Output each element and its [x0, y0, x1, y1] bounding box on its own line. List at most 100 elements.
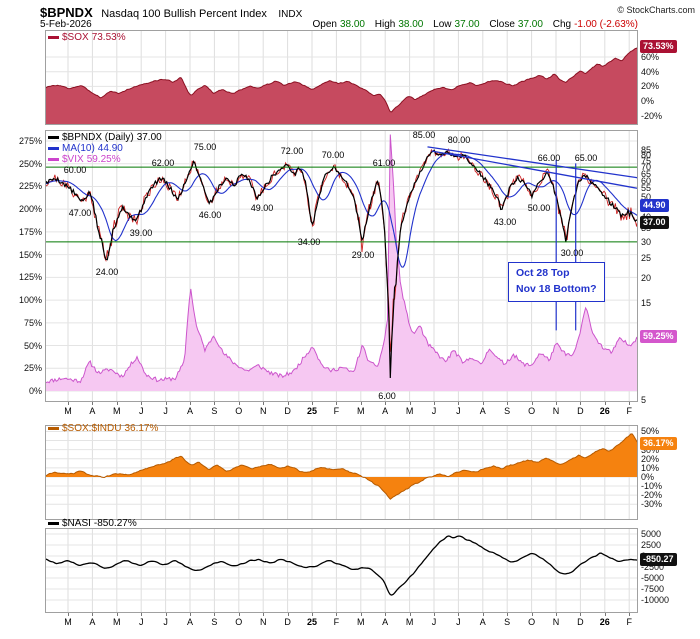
price-point-label: 47.00 [69, 208, 92, 218]
nasi-y-axis-label: -2500 [641, 561, 665, 572]
axis-value-badge: -850.27 [640, 552, 677, 566]
nasi-y-axis-label: 5000 [641, 529, 662, 539]
price-point-label: 75.00 [194, 142, 217, 152]
price-point-label: 61.00 [373, 158, 396, 168]
x-axis-label: S [211, 406, 218, 416]
bpndx-y-axis-label: 30 [641, 236, 652, 247]
sox-y-axis-label: 0% [641, 96, 655, 107]
x-axis-label: J [163, 617, 168, 627]
x-axis-label: A [382, 406, 389, 416]
sox-y-axis-label: 40% [641, 66, 660, 77]
price-point-label: 29.00 [352, 250, 375, 260]
soxindu-y-axis-label: 10% [641, 462, 660, 473]
bpndx-y-axis-label: 20 [641, 272, 652, 283]
x-axis-tick [531, 402, 533, 405]
x-axis-label: N [552, 617, 560, 627]
x-axis-tick [482, 402, 484, 405]
bpndx-legend-marker [48, 136, 59, 139]
bpndx-y-axis-label: 65 [641, 168, 652, 179]
soxindu-y-axis-label: -20% [641, 490, 663, 501]
x-axis-tick [312, 402, 313, 405]
bpndx-legend-value: 37.00 [136, 132, 162, 143]
x-axis-label: M [113, 617, 121, 627]
soxindu-y-axis-label: -10% [641, 481, 663, 492]
x-axis-label: 26 [599, 406, 610, 416]
axis-value-badge: 73.53% [640, 40, 677, 54]
x-axis-label: 25 [306, 617, 318, 627]
bpndx-y-axis-label: 5 [641, 395, 647, 405]
chart-date: 5-Feb-2026 [40, 19, 92, 30]
x-axis-label: J [456, 617, 461, 627]
soxindu-legend-value: 36.17% [124, 423, 159, 434]
bpndx-left-axis-label: 250% [18, 158, 42, 169]
nasi-legend-marker [48, 522, 59, 525]
bpndx-left-axis-label: 175% [18, 226, 42, 237]
x-axis-label: A [382, 617, 389, 627]
x-axis-label: D [577, 617, 584, 627]
annotation-text-2: Nov 18 Bottom? [516, 282, 597, 295]
x-axis-label: M [405, 406, 414, 416]
sox-y-axis-label: 20% [641, 81, 660, 92]
x-axis-tick [165, 402, 167, 405]
x-axis-tick [629, 613, 631, 616]
high-label: High [374, 19, 396, 30]
price-point-label: 49.00 [251, 203, 274, 213]
price-point-label: 65.00 [575, 153, 598, 163]
close-label: Close [489, 19, 515, 30]
x-axis-tick [629, 402, 631, 405]
bpndx-y-axis-label: 85 [641, 145, 652, 155]
bpndx-left-axis-label: 200% [18, 204, 42, 215]
x-axis-tick [190, 613, 191, 616]
soxindu-panel [45, 425, 638, 520]
x-axis-tick [68, 613, 69, 616]
quote-row: Open 38.00 High 38.00 Low 37.00 Close 37.00 … [260, 19, 638, 30]
bpndx-left-axis-label: 25% [23, 363, 42, 374]
x-axis-tick [238, 402, 240, 405]
sox-legend: $SOX 73.53% [48, 32, 129, 43]
x-axis-tick [165, 613, 167, 616]
x-axis-tick [507, 402, 509, 405]
x-axis-tick [116, 402, 118, 405]
x-axis-label: M [64, 406, 72, 416]
x-axis-label: O [528, 617, 536, 627]
x-axis-label: S [504, 406, 511, 416]
x-axis-tick [556, 613, 557, 616]
x-axis-tick [604, 613, 606, 616]
x-axis-label: O [235, 617, 243, 627]
x-axis-label: S [211, 617, 218, 627]
symbol-name: Nasdaq 100 Bullish Percent Index [101, 8, 267, 20]
sox-legend-marker [48, 36, 59, 39]
x-axis-label: M [64, 617, 72, 627]
low-label: Low [433, 19, 452, 30]
x-axis-tick [458, 613, 460, 616]
x-axis-tick [482, 613, 484, 616]
soxindu-y-axis-label: -30% [641, 499, 663, 510]
x-axis-label: O [235, 406, 243, 416]
soxindu-legend-label: $SOX:$INDU [62, 423, 122, 434]
x-axis-label: 25 [306, 406, 318, 416]
ma10-legend-value: 44.90 [97, 143, 123, 154]
sox-panel [45, 30, 638, 125]
x-axis-label: J [431, 406, 437, 416]
price-point-label: 46.00 [199, 210, 222, 220]
soxindu-legend-marker [48, 427, 59, 430]
nasi-y-axis-label: -5000 [641, 572, 665, 583]
x-axis-tick [385, 613, 387, 616]
chg-label: Chg [552, 19, 572, 30]
x-axis-tick [238, 613, 240, 616]
x-axis-label: A [186, 617, 194, 627]
nasi-legend-label: $NASI [62, 518, 91, 529]
bpndx-left-axis-label: 150% [18, 249, 42, 260]
copyright: © StockCharts.com [617, 5, 695, 15]
x-axis-tick [580, 613, 582, 616]
ma10-legend: MA(10) 44.90 [48, 143, 126, 154]
exchange: INDX [278, 9, 303, 20]
x-axis-tick [604, 402, 606, 405]
x-axis-label: A [186, 406, 194, 416]
x-axis-label: M [357, 617, 365, 627]
sox-y-axis-label: 60% [641, 52, 660, 63]
nasi-panel [45, 528, 638, 613]
x-axis-tick [434, 613, 435, 616]
close-value: 37.00 [517, 19, 543, 30]
symbol: $BPNDX [40, 5, 93, 20]
